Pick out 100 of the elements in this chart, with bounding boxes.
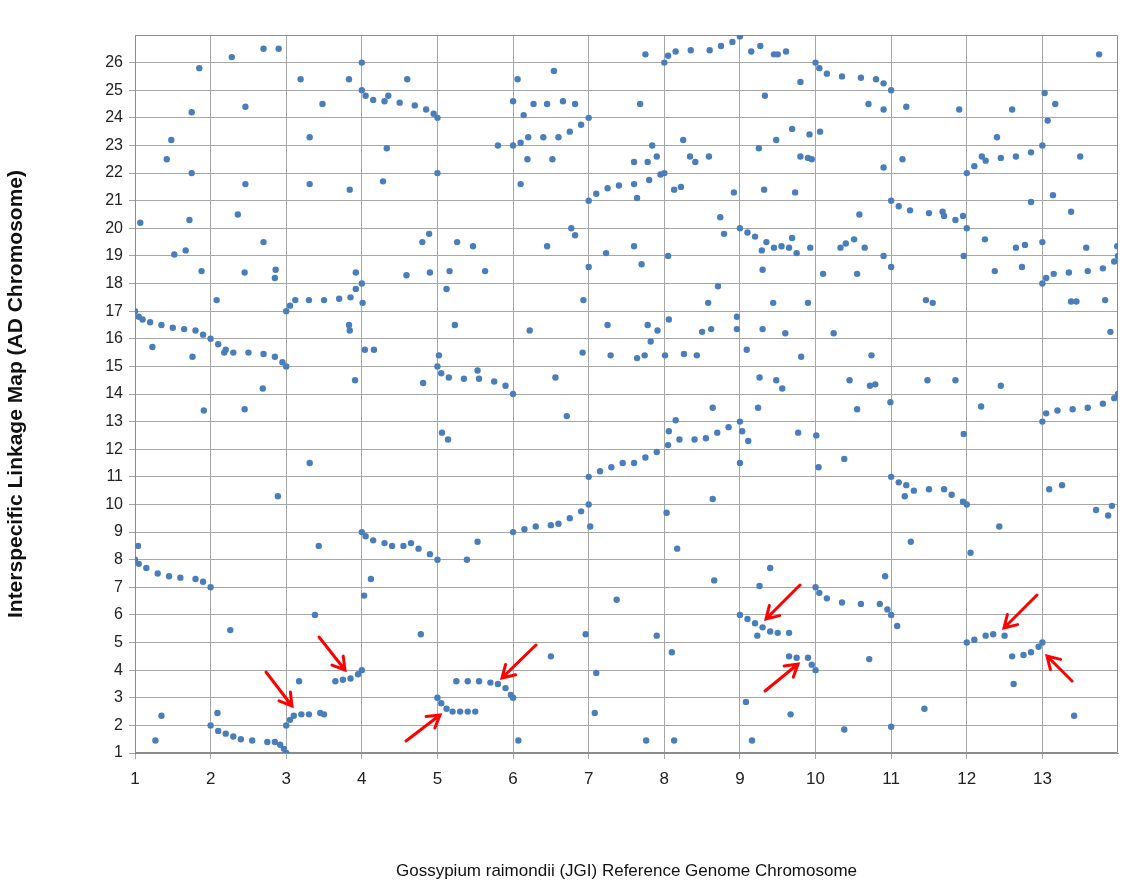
point	[530, 100, 537, 108]
point	[761, 92, 769, 99]
point	[887, 611, 895, 619]
point	[644, 158, 651, 166]
y-tick-label: 19	[105, 246, 124, 264]
point	[982, 632, 989, 639]
y-tick-label: 4	[114, 660, 124, 678]
point	[1041, 89, 1048, 97]
point	[283, 722, 290, 729]
point	[841, 455, 848, 463]
point	[785, 244, 793, 251]
point	[714, 429, 721, 436]
point	[214, 709, 221, 717]
point	[982, 157, 989, 164]
point	[346, 186, 353, 193]
point	[306, 459, 313, 467]
point	[213, 296, 220, 304]
point	[286, 716, 294, 724]
point	[895, 203, 902, 210]
point	[158, 321, 165, 329]
point	[880, 80, 887, 87]
y-tick-label: 20	[105, 218, 124, 236]
point	[1069, 405, 1076, 413]
point	[242, 103, 249, 110]
point	[383, 145, 390, 152]
point	[816, 128, 824, 135]
point	[339, 676, 347, 684]
point	[823, 595, 831, 602]
point	[487, 679, 494, 686]
point	[532, 523, 539, 530]
point	[199, 578, 207, 585]
point	[521, 526, 528, 533]
point	[192, 575, 199, 583]
point	[347, 294, 354, 301]
point	[430, 110, 437, 117]
point	[188, 169, 195, 177]
point	[1083, 244, 1090, 251]
point	[751, 620, 759, 627]
point	[899, 156, 906, 163]
point	[653, 448, 660, 456]
point	[865, 100, 872, 108]
point	[717, 214, 724, 221]
point	[748, 737, 756, 744]
point	[1027, 198, 1035, 206]
point	[168, 136, 175, 144]
point	[249, 737, 256, 744]
point	[543, 243, 551, 250]
y-tick-label: 9	[114, 522, 124, 540]
point	[438, 429, 446, 436]
point	[816, 64, 823, 72]
point	[260, 350, 267, 358]
point	[1049, 191, 1057, 199]
point	[755, 145, 763, 152]
point	[1035, 643, 1042, 650]
point	[555, 133, 562, 141]
point	[502, 684, 509, 692]
point	[1067, 208, 1075, 215]
point	[691, 436, 698, 443]
point	[585, 114, 592, 122]
point	[520, 111, 527, 119]
point	[358, 528, 366, 536]
point	[959, 212, 967, 220]
point	[443, 285, 450, 293]
point	[787, 711, 794, 718]
point	[169, 324, 177, 331]
point	[396, 99, 403, 106]
point	[177, 574, 184, 581]
point	[940, 212, 948, 220]
point	[887, 723, 895, 730]
point	[711, 577, 718, 584]
point	[434, 363, 441, 370]
point	[286, 302, 294, 309]
point	[245, 349, 252, 356]
point	[188, 109, 195, 116]
x-tick-label: 2	[205, 768, 216, 788]
point	[445, 374, 452, 381]
point	[1084, 404, 1091, 412]
point	[234, 211, 242, 218]
point	[198, 267, 205, 275]
point	[717, 42, 725, 50]
y-tick-label: 14	[105, 384, 124, 402]
point	[272, 266, 279, 273]
y-tick-label: 24	[105, 108, 124, 126]
point	[271, 353, 279, 360]
point	[515, 737, 522, 744]
point	[665, 428, 673, 435]
point	[360, 592, 368, 599]
x-tick-label: 12	[957, 768, 977, 788]
point	[426, 269, 434, 276]
x-tick-label: 10	[806, 768, 825, 788]
point	[419, 238, 426, 246]
point	[996, 523, 1003, 530]
point	[797, 153, 804, 160]
point	[757, 42, 764, 50]
point	[880, 106, 887, 113]
point	[591, 709, 598, 717]
point	[642, 51, 649, 58]
point	[475, 678, 483, 685]
y-tick-label: 3	[114, 688, 124, 706]
point	[642, 454, 649, 461]
